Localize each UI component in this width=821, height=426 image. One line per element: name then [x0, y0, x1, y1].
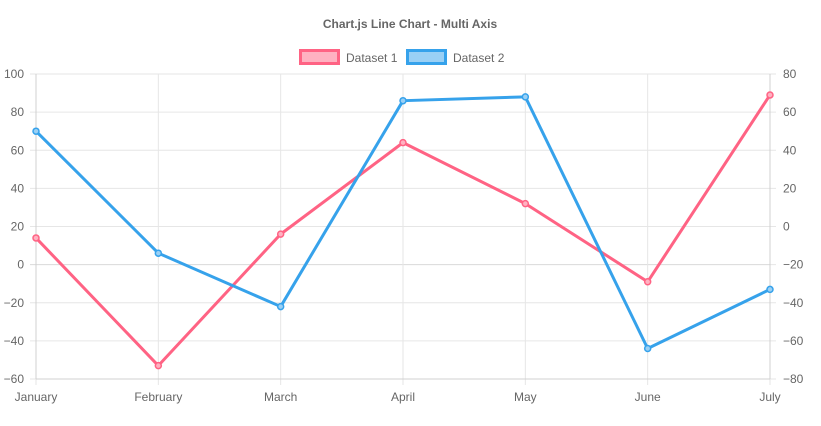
y-right-tick-label: −20 — [783, 258, 804, 272]
y-right-tick-label: 0 — [783, 220, 790, 234]
x-tick-label: May — [514, 390, 537, 404]
y-right-tick-label: −80 — [783, 372, 804, 386]
legend-label: Dataset 2 — [453, 51, 505, 65]
x-tick-label: July — [759, 390, 780, 404]
grid-lines — [30, 73, 776, 385]
data-point — [154, 361, 163, 370]
legend[interactable]: Dataset 1 Dataset 2 — [299, 49, 505, 66]
data-point — [521, 199, 530, 208]
y-right-tick-label: 40 — [783, 143, 797, 157]
data-point — [643, 344, 652, 353]
data-point — [643, 278, 652, 286]
data-point — [766, 91, 774, 99]
y-right-tick-label: −60 — [783, 334, 804, 348]
y-right-tick-label: 80 — [783, 67, 797, 81]
y-left-tick-label: 60 — [11, 143, 25, 157]
legend-item[interactable]: Dataset 2 — [406, 49, 505, 66]
series-lines — [32, 91, 774, 370]
y-left-tick-label: −60 — [4, 372, 25, 386]
data-point — [154, 249, 163, 257]
y-left-tick-label: 20 — [11, 220, 25, 234]
y-left-tick-label: 80 — [11, 105, 25, 119]
data-point — [32, 234, 40, 242]
legend-swatch — [299, 49, 340, 65]
x-tick-label: February — [134, 390, 182, 404]
data-point — [276, 302, 285, 311]
data-point — [399, 96, 407, 105]
y-left-tick-label: 100 — [4, 67, 24, 81]
data-point — [276, 230, 285, 238]
y-right-tick-label: 60 — [783, 105, 797, 119]
x-tick-label: March — [264, 390, 297, 404]
data-point — [766, 285, 774, 294]
data-point — [32, 127, 40, 135]
y-right-tick-label: −40 — [783, 296, 804, 310]
y-left-tick-label: 0 — [17, 258, 24, 272]
data-point — [399, 138, 407, 147]
y-left-tick-label: −20 — [4, 296, 25, 310]
axes: 100 80 60 40 20 0 −20 −40 −60 80 60 40 20 0 −20 −40 −60 −… — [4, 67, 804, 404]
legend-label: Dataset 1 — [346, 51, 398, 65]
x-tick-label: January — [15, 390, 58, 404]
x-tick-label: June — [635, 390, 661, 404]
x-tick-label: April — [391, 390, 415, 404]
y-left-tick-label: 40 — [11, 181, 25, 195]
y-right-tick-label: 20 — [783, 181, 797, 195]
legend-swatch — [406, 49, 447, 65]
chart-title: Chart.js Line Chart - Multi Axis — [323, 17, 498, 31]
y-left-tick-label: −40 — [4, 334, 25, 348]
data-point — [521, 93, 530, 101]
legend-item[interactable]: Dataset 1 — [299, 49, 398, 66]
